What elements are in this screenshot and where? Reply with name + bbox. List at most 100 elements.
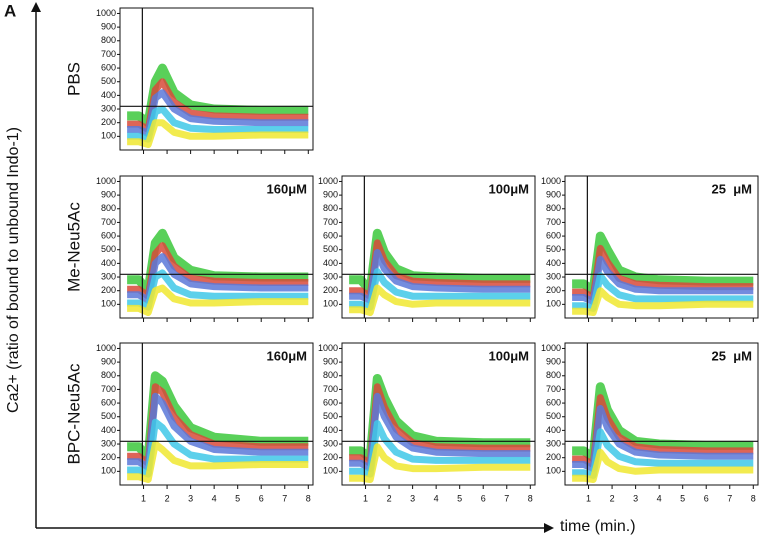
y-tick-label: 500 (101, 76, 116, 86)
y-tick-label: 500 (546, 411, 561, 421)
density-band (572, 255, 754, 306)
concentration-label: 160μM (267, 348, 307, 363)
row-label: BPC-Neu5Ac (64, 363, 83, 465)
density-band (572, 272, 754, 312)
density-band (127, 105, 309, 143)
y-tick-label: 300 (101, 271, 116, 281)
panel-label: A (4, 1, 16, 20)
y-tick-label: 600 (546, 397, 561, 407)
density-band (127, 418, 309, 478)
density-band (127, 269, 309, 311)
x-tick-label: 5 (457, 493, 462, 503)
density-band (572, 405, 754, 473)
y-tick-label: 200 (323, 452, 338, 462)
x-tick-label: 3 (633, 493, 638, 503)
y-tick-label: 500 (101, 411, 116, 421)
x-tick-label: 4 (212, 493, 217, 503)
y-tick-label: 600 (101, 62, 116, 72)
y-tick-label: 800 (101, 203, 116, 213)
x-tick-label: 1 (363, 493, 368, 503)
x-tick-label: 6 (481, 493, 486, 503)
y-tick-label: 200 (546, 285, 561, 295)
y-tick-label: 900 (323, 189, 338, 199)
y-tick-label: 200 (101, 452, 116, 462)
density-band (349, 392, 531, 473)
panel: 100 200 300 400 500 600 700 800 900 1000 1 2 3 4 5 6 7 8 2… (541, 342, 759, 503)
y-tick-label: 300 (546, 438, 561, 448)
y-tick-label: 100 (323, 299, 338, 309)
y-tick-label: 800 (546, 203, 561, 213)
panel: 100 200 300 400 500 600 700 800 900 1000 25 μM (541, 175, 759, 322)
x-tick-label: 6 (259, 493, 264, 503)
y-tick-label: 500 (546, 244, 561, 254)
x-axis-label: time (min.) (560, 518, 636, 535)
y-tick-label: 200 (546, 452, 561, 462)
density-band (572, 244, 754, 301)
density-band (349, 443, 531, 483)
y-tick-label: 400 (323, 425, 338, 435)
x-tick-label: 2 (610, 493, 615, 503)
y-tick-label: 600 (323, 397, 338, 407)
density-band (127, 63, 309, 128)
y-tick-label: 600 (323, 230, 338, 240)
y-tick-label: 1000 (96, 8, 116, 18)
panel: 100 200 300 400 500 600 700 800 900 1000 100μM (318, 175, 536, 322)
density-band (349, 268, 531, 311)
density-band (127, 371, 309, 463)
y-tick-label: 300 (101, 438, 116, 448)
density-band (349, 228, 531, 296)
x-tick-label: 8 (528, 493, 533, 503)
y-tick-label: 200 (101, 117, 116, 127)
y-tick-label: 1000 (96, 176, 116, 186)
density-band (349, 249, 531, 304)
y-tick-label: 300 (323, 271, 338, 281)
x-tick-label: 6 (704, 493, 709, 503)
concentration-label: 100μM (489, 181, 529, 196)
x-tick-label: 1 (141, 493, 146, 503)
density-band (127, 119, 309, 148)
row-label: Me-Neu5Ac (64, 202, 83, 292)
y-tick-label: 700 (101, 217, 116, 227)
y-tick-label: 100 (101, 299, 116, 309)
y-axis-label: Ca2+ (ratio of bound to unbound Indo-1) (5, 127, 22, 413)
y-tick-label: 900 (101, 21, 116, 31)
y-tick-label: 700 (323, 217, 338, 227)
y-tick-label: 500 (323, 411, 338, 421)
y-tick-label: 500 (101, 244, 116, 254)
y-tick-label: 200 (323, 285, 338, 295)
y-tick-label: 400 (101, 425, 116, 435)
density-band (572, 287, 754, 316)
y-tick-label: 400 (101, 258, 116, 268)
y-tick-label: 400 (323, 258, 338, 268)
x-tick-label: 4 (657, 493, 662, 503)
density-band (127, 284, 309, 316)
y-tick-label: 100 (101, 131, 116, 141)
y-tick-label: 800 (101, 370, 116, 380)
y-tick-label: 800 (323, 370, 338, 380)
y-tick-label: 700 (546, 217, 561, 227)
x-tick-label: 2 (165, 493, 170, 503)
x-tick-label: 2 (387, 493, 392, 503)
x-tick-label: 4 (434, 493, 439, 503)
y-tick-label: 1000 (318, 176, 338, 186)
y-tick-label: 1000 (541, 343, 561, 353)
density-band (349, 284, 531, 316)
x-tick-label: 8 (751, 493, 756, 503)
density-band (572, 428, 754, 479)
row-label: PBS (64, 62, 83, 96)
x-tick-label: 7 (504, 493, 509, 503)
y-tick-label: 800 (323, 203, 338, 213)
concentration-label: 25 μM (712, 181, 752, 196)
density-band (127, 89, 309, 138)
density-band (349, 374, 531, 463)
y-tick-label: 700 (323, 384, 338, 394)
y-tick-label: 500 (323, 244, 338, 254)
y-tick-label: 600 (101, 230, 116, 240)
y-tick-label: 300 (323, 438, 338, 448)
panel: 100 200 300 400 500 600 700 800 900 1000 1 2 3 4 5 6 7 8 1… (96, 342, 314, 503)
x-tick-label: 5 (680, 493, 685, 503)
x-tick-label: 3 (410, 493, 415, 503)
concentration-label: 100μM (489, 348, 529, 363)
density-band (127, 242, 309, 300)
